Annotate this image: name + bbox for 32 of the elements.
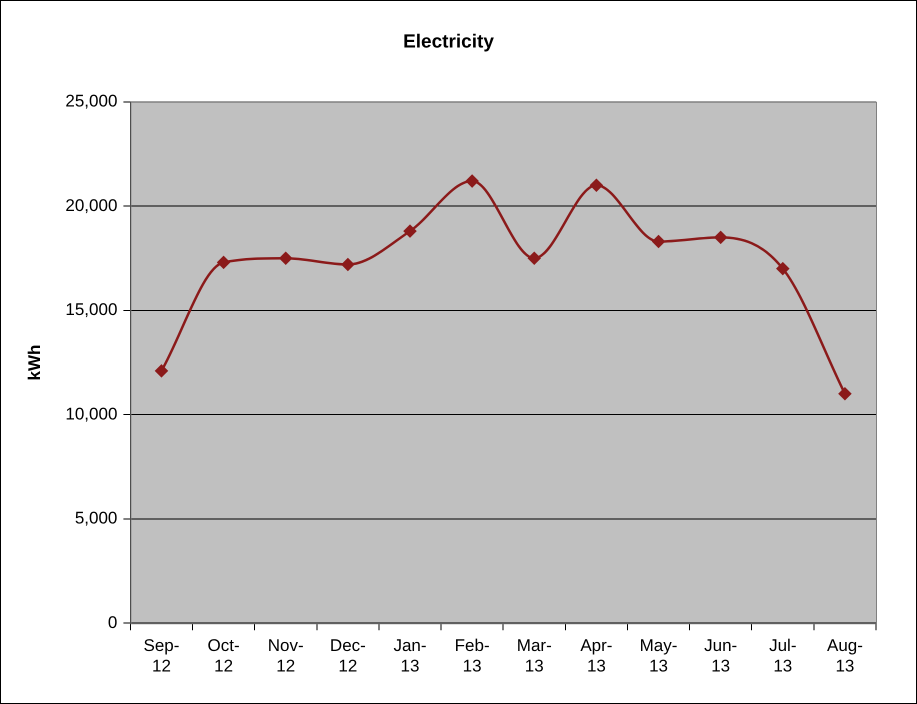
x-tick-label: Feb-13 (454, 636, 490, 676)
chart-title: Electricity (403, 32, 494, 53)
x-tick-label: Jan-13 (393, 636, 427, 676)
y-tick-label: 10,000 (65, 404, 118, 424)
point (652, 235, 665, 248)
point (279, 252, 292, 264)
y-tick-label: 20,000 (65, 196, 118, 215)
y-tick-label: 0 (108, 612, 118, 632)
y-tick-label: 5,000 (74, 508, 118, 528)
point (838, 388, 852, 400)
point (590, 178, 603, 192)
y-axis-title: kWh (24, 344, 44, 380)
point (776, 262, 790, 275)
y-tick-label: 15,000 (65, 300, 118, 320)
point (404, 224, 416, 238)
x-tick-label: Apr-13 (580, 636, 612, 676)
x-tick-label: Aug-13 (826, 636, 863, 676)
x-tick-label: May-13 (640, 636, 678, 676)
x-tick-label: Jul-13 (769, 636, 797, 676)
point (714, 231, 727, 244)
point (342, 258, 354, 271)
point (528, 252, 541, 264)
y-tick-label: 25,000 (65, 91, 118, 110)
x-tick-label: Jun-13 (704, 636, 738, 676)
point (466, 174, 478, 188)
x-tick-label: Sep-12 (144, 636, 180, 676)
x-tick-label: Oct-12 (208, 636, 240, 676)
x-tick-label: Mar-13 (516, 636, 552, 676)
x-tick-label: Dec-12 (330, 636, 366, 676)
point (155, 364, 168, 378)
point (217, 256, 230, 269)
x-tick-label: Nov-12 (268, 636, 304, 676)
